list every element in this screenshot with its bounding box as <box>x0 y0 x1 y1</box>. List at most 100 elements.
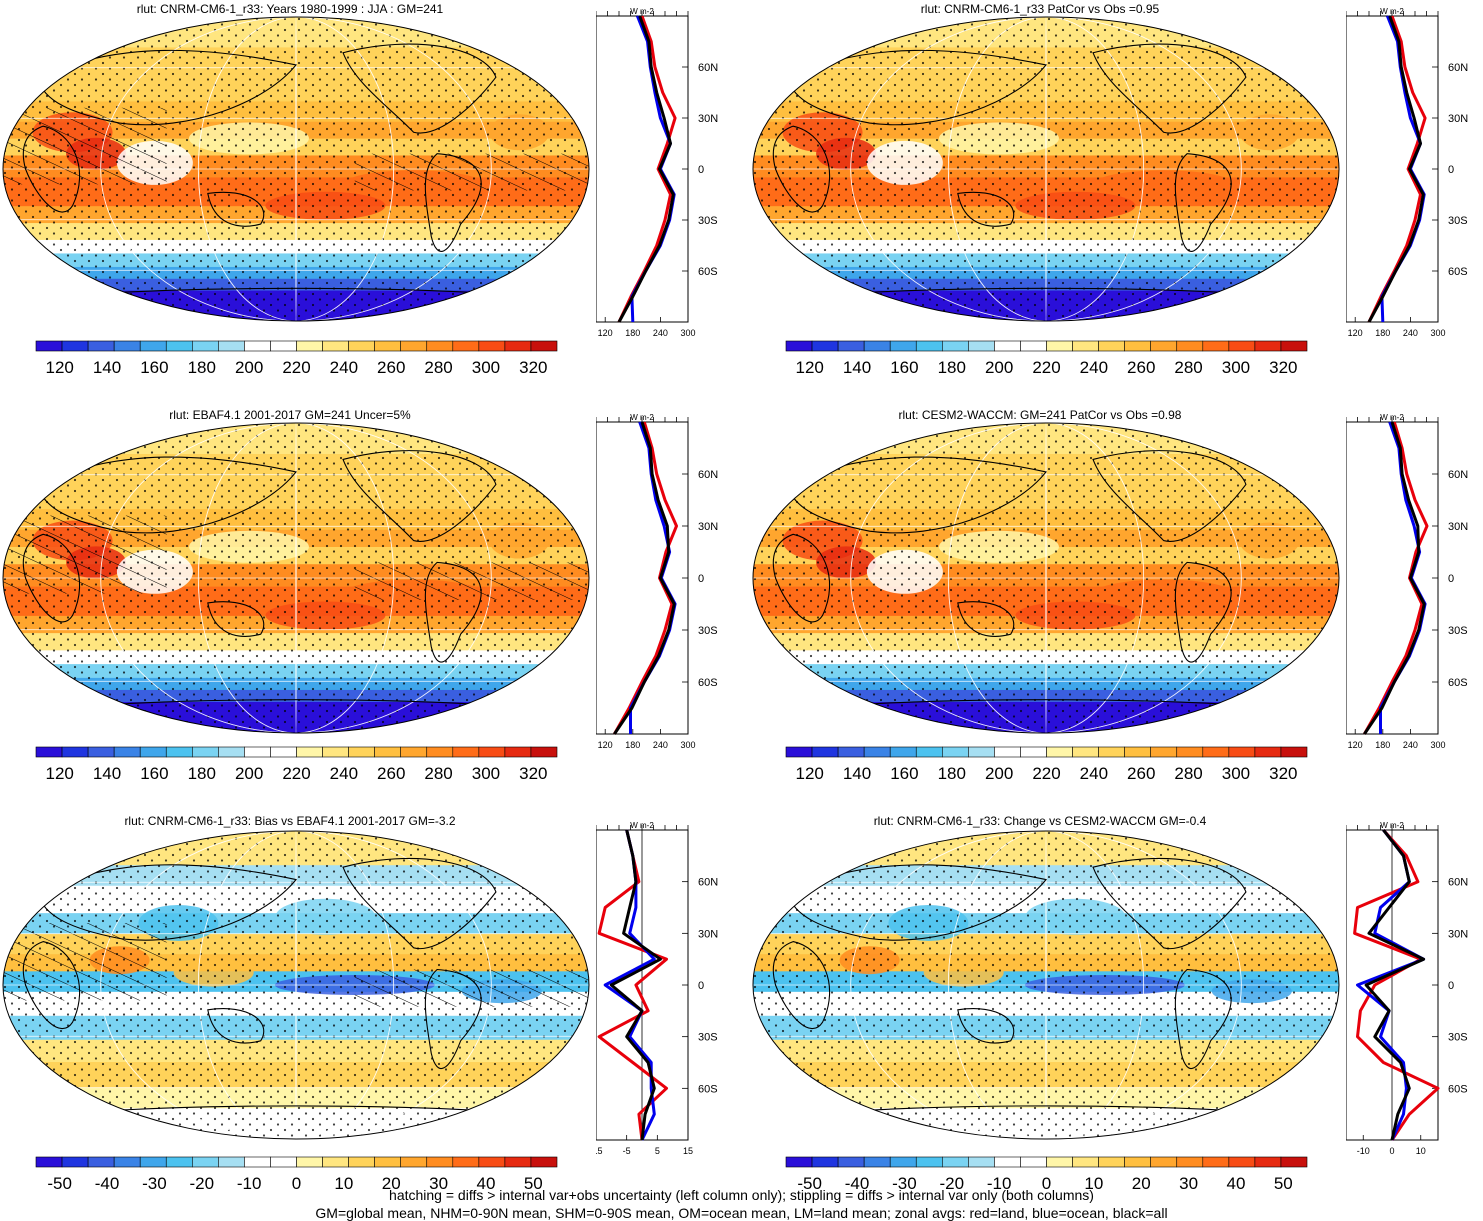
zonal-lat-label: 0 <box>698 164 704 176</box>
zonal-profile-all <box>617 15 675 323</box>
colorbar-swatch <box>1124 746 1151 758</box>
colorbar-swatch <box>400 746 428 758</box>
coastline <box>342 858 497 950</box>
zonal-lat-label: 60N <box>698 877 718 889</box>
zonal-x-tick-label: 120 <box>598 740 613 750</box>
colorbar-tick-label: -20 <box>189 1174 215 1193</box>
zonal-lat-label: 30N <box>698 521 718 533</box>
panel-title-1: rlut: CNRM-CM6-1_r33: Years 1980-1999 : … <box>136 2 444 16</box>
colorbar-tick-label: 50 <box>1273 1174 1293 1193</box>
colorbar-tick-label: 30 <box>429 1174 449 1193</box>
coastline <box>424 153 482 252</box>
zonal-lat-label: 0 <box>698 573 704 585</box>
colorbar-swatch <box>139 746 167 758</box>
colorbar-tick-label: -30 <box>142 1174 167 1193</box>
zonal-lat-label: 60N <box>1448 62 1468 74</box>
coastline <box>1092 858 1247 950</box>
colorbar-swatch <box>218 340 245 352</box>
colorbar-tick-label: -30 <box>892 1174 917 1193</box>
colorbar-swatch <box>478 746 506 758</box>
coastline <box>786 456 1047 534</box>
zonal-lat-label: 60N <box>698 62 718 74</box>
colorbar-swatch <box>87 1156 115 1168</box>
colorbar-swatch <box>1254 746 1282 758</box>
colorbar-tick-label: 180 <box>187 764 216 783</box>
zonal-lat-label: 60N <box>1448 469 1468 481</box>
colorbar-swatch <box>348 1156 375 1168</box>
zonal-lat-label: 60S <box>1448 677 1468 689</box>
colorbar-swatch <box>811 1156 839 1168</box>
zonal-lat-label: 60S <box>698 677 718 689</box>
colorbar-swatch <box>504 746 532 758</box>
colorbar-swatch <box>374 746 401 758</box>
zonal-lat-label: 0 <box>698 980 704 992</box>
zonal-lat-label: 0 <box>1448 980 1454 992</box>
colorbar-swatch <box>1280 746 1308 758</box>
zonal-x-tick-label: 120 <box>1348 328 1363 338</box>
colorbar-tick-label: 240 <box>1079 358 1109 377</box>
colorbar-swatch <box>889 340 917 352</box>
panel-title-6: rlut: CNRM-CM6-1_r33: Change vs CESM2-WA… <box>873 814 1207 828</box>
colorbar-tick-label: 20 <box>1131 1174 1151 1193</box>
colorbar-tick-label: 140 <box>92 764 122 783</box>
colorbar-swatch <box>452 340 480 352</box>
colorbar-swatch <box>270 340 297 352</box>
colorbar-tick-label: 0 <box>1041 1174 1052 1193</box>
colorbar-swatch <box>270 746 297 758</box>
colorbar-tick-label: 200 <box>984 764 1014 783</box>
colorbar-swatch <box>1046 1156 1073 1168</box>
colorbar-swatch <box>1098 340 1125 352</box>
colorbar-swatch <box>1176 1156 1204 1168</box>
colorbar-swatch <box>1280 1156 1308 1168</box>
zonal-x-tick-label: 300 <box>680 740 695 750</box>
colorbar-swatch <box>400 1156 428 1168</box>
colorbar-tick-label: 320 <box>1269 358 1298 377</box>
colorbar-4 <box>785 746 1308 758</box>
colorbar-swatch <box>915 1156 943 1168</box>
zonal-lat-label: 30S <box>1448 625 1468 637</box>
colorbar-swatch <box>218 1156 245 1168</box>
colorbar-tick-label: 140 <box>92 358 122 377</box>
colorbar-tick-label: -50 <box>797 1174 822 1193</box>
colorbar-1 <box>35 340 558 352</box>
colorbar-tick-label: 300 <box>1221 358 1251 377</box>
zonal-lat-label: 30N <box>698 928 718 940</box>
coastline <box>957 191 1015 227</box>
colorbar-swatch <box>1202 746 1230 758</box>
colorbar-tick-label: -40 <box>94 1174 120 1193</box>
zonal-lat-label: 0 <box>1448 164 1454 176</box>
colorbar-swatch <box>530 746 558 758</box>
zonal-lat-label: 60S <box>698 266 718 278</box>
zonal-x-tick-label: 180 <box>1375 328 1390 338</box>
zonal-x-tick-label: 240 <box>1403 328 1418 338</box>
coastline <box>207 191 265 227</box>
colorbar-tick-label: 140 <box>842 358 872 377</box>
zonal-profile-all <box>613 421 676 735</box>
colorbar-swatch <box>1124 340 1151 352</box>
colorbar-tick-label: 240 <box>329 764 359 783</box>
colorbar-swatch <box>244 1156 271 1168</box>
colorbar-tick-label: 10 <box>334 1174 354 1193</box>
colorbar-tick-label: -40 <box>844 1174 870 1193</box>
colorbar-swatch <box>1046 340 1073 352</box>
map-panel-5 <box>2 830 590 1140</box>
colorbar-tick-label: 320 <box>1269 764 1298 783</box>
coastline <box>786 864 1047 941</box>
coastline <box>957 601 1015 637</box>
colorbar-tick-label: 180 <box>187 358 216 377</box>
colorbar-swatch <box>165 340 193 352</box>
zonal-frame <box>596 15 689 323</box>
colorbar-tick-label: 300 <box>1221 764 1251 783</box>
zonal-x-tick-label: 240 <box>1403 740 1418 750</box>
zonal-x-tick-label: -10 <box>1357 1146 1370 1156</box>
colorbar-swatch <box>374 340 401 352</box>
colorbar-tick-label: 30 <box>1179 1174 1199 1193</box>
footnote-hatching: hatching = diffs > internal var+obs unce… <box>389 1187 1094 1203</box>
colorbar-swatch <box>87 746 115 758</box>
coastline <box>957 1008 1015 1044</box>
panel-title-3: rlut: EBAF4.1 2001-2017 GM=241 Uncer=5% <box>169 408 411 422</box>
map-border <box>2 16 590 322</box>
footnote-legend: GM=global mean, NHM=0-90N mean, SHM=0-90… <box>315 1205 1168 1221</box>
colorbar-swatch <box>530 340 558 352</box>
